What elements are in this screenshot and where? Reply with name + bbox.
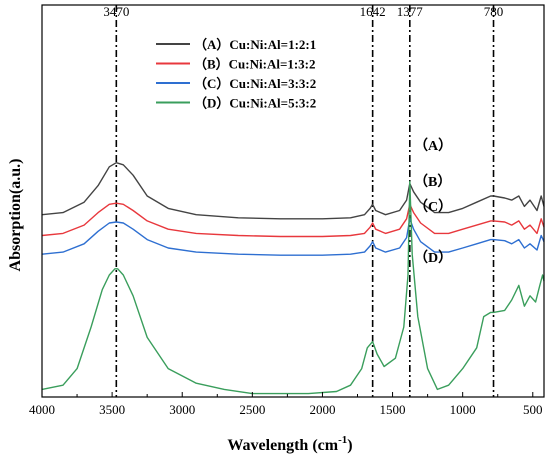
- x-axis-title: Wavelength (cm-1): [227, 434, 352, 454]
- curve-label-a: （A）: [414, 138, 452, 154]
- legend: （A）Cu:Ni:Al=1:2:1 （B）Cu:Ni:Al=1:3:2 （C）Cu:…: [156, 37, 316, 111]
- x-tick-label-2500: 2500: [239, 402, 265, 417]
- peak-label-780: 780: [484, 4, 504, 19]
- axes-layer: 4000 3500 3000 2500 2000 1500 1000 500: [29, 4, 545, 417]
- x-tick-label-2000: 2000: [309, 402, 335, 417]
- x-tick-label-4000: 4000: [29, 402, 55, 417]
- legend-label-c: （C）Cu:Ni:Al=3:3:2: [194, 76, 316, 91]
- curve-label-c: （C）: [414, 199, 452, 215]
- peak-label-1377: 1377: [397, 4, 424, 19]
- peak-lines-layer: 3470 1642 1377 780: [103, 4, 503, 397]
- curve-labels-layer: （A） （B） （C） （D）: [414, 138, 452, 266]
- x-tick-label-1000: 1000: [450, 402, 476, 417]
- curve-label-b: （B）: [414, 174, 451, 190]
- y-axis-title: Absorption(a.u.): [7, 159, 24, 272]
- x-tick-label-3500: 3500: [99, 402, 125, 417]
- legend-label-b: （B）Cu:Ni:Al=1:3:2: [194, 57, 316, 72]
- x-tick-label-1500: 1500: [380, 402, 406, 417]
- x-tick-label-3000: 3000: [169, 402, 195, 417]
- series-line-c: [41, 218, 545, 256]
- legend-label-d: （D）Cu:Ni:Al=5:3:2: [194, 96, 316, 111]
- series-curves-layer: [41, 161, 545, 395]
- series-line-a: [41, 161, 545, 220]
- series-line-b: [41, 202, 545, 238]
- plot-frame: [41, 4, 545, 398]
- series-line-d: [41, 180, 545, 395]
- x-tick-label-500: 500: [523, 402, 543, 417]
- legend-label-a: （A）Cu:Ni:Al=1:2:1: [194, 37, 316, 52]
- curve-label-d: （D）: [414, 250, 452, 266]
- peak-label-3470: 3470: [103, 4, 129, 19]
- peak-label-1642: 1642: [360, 4, 386, 19]
